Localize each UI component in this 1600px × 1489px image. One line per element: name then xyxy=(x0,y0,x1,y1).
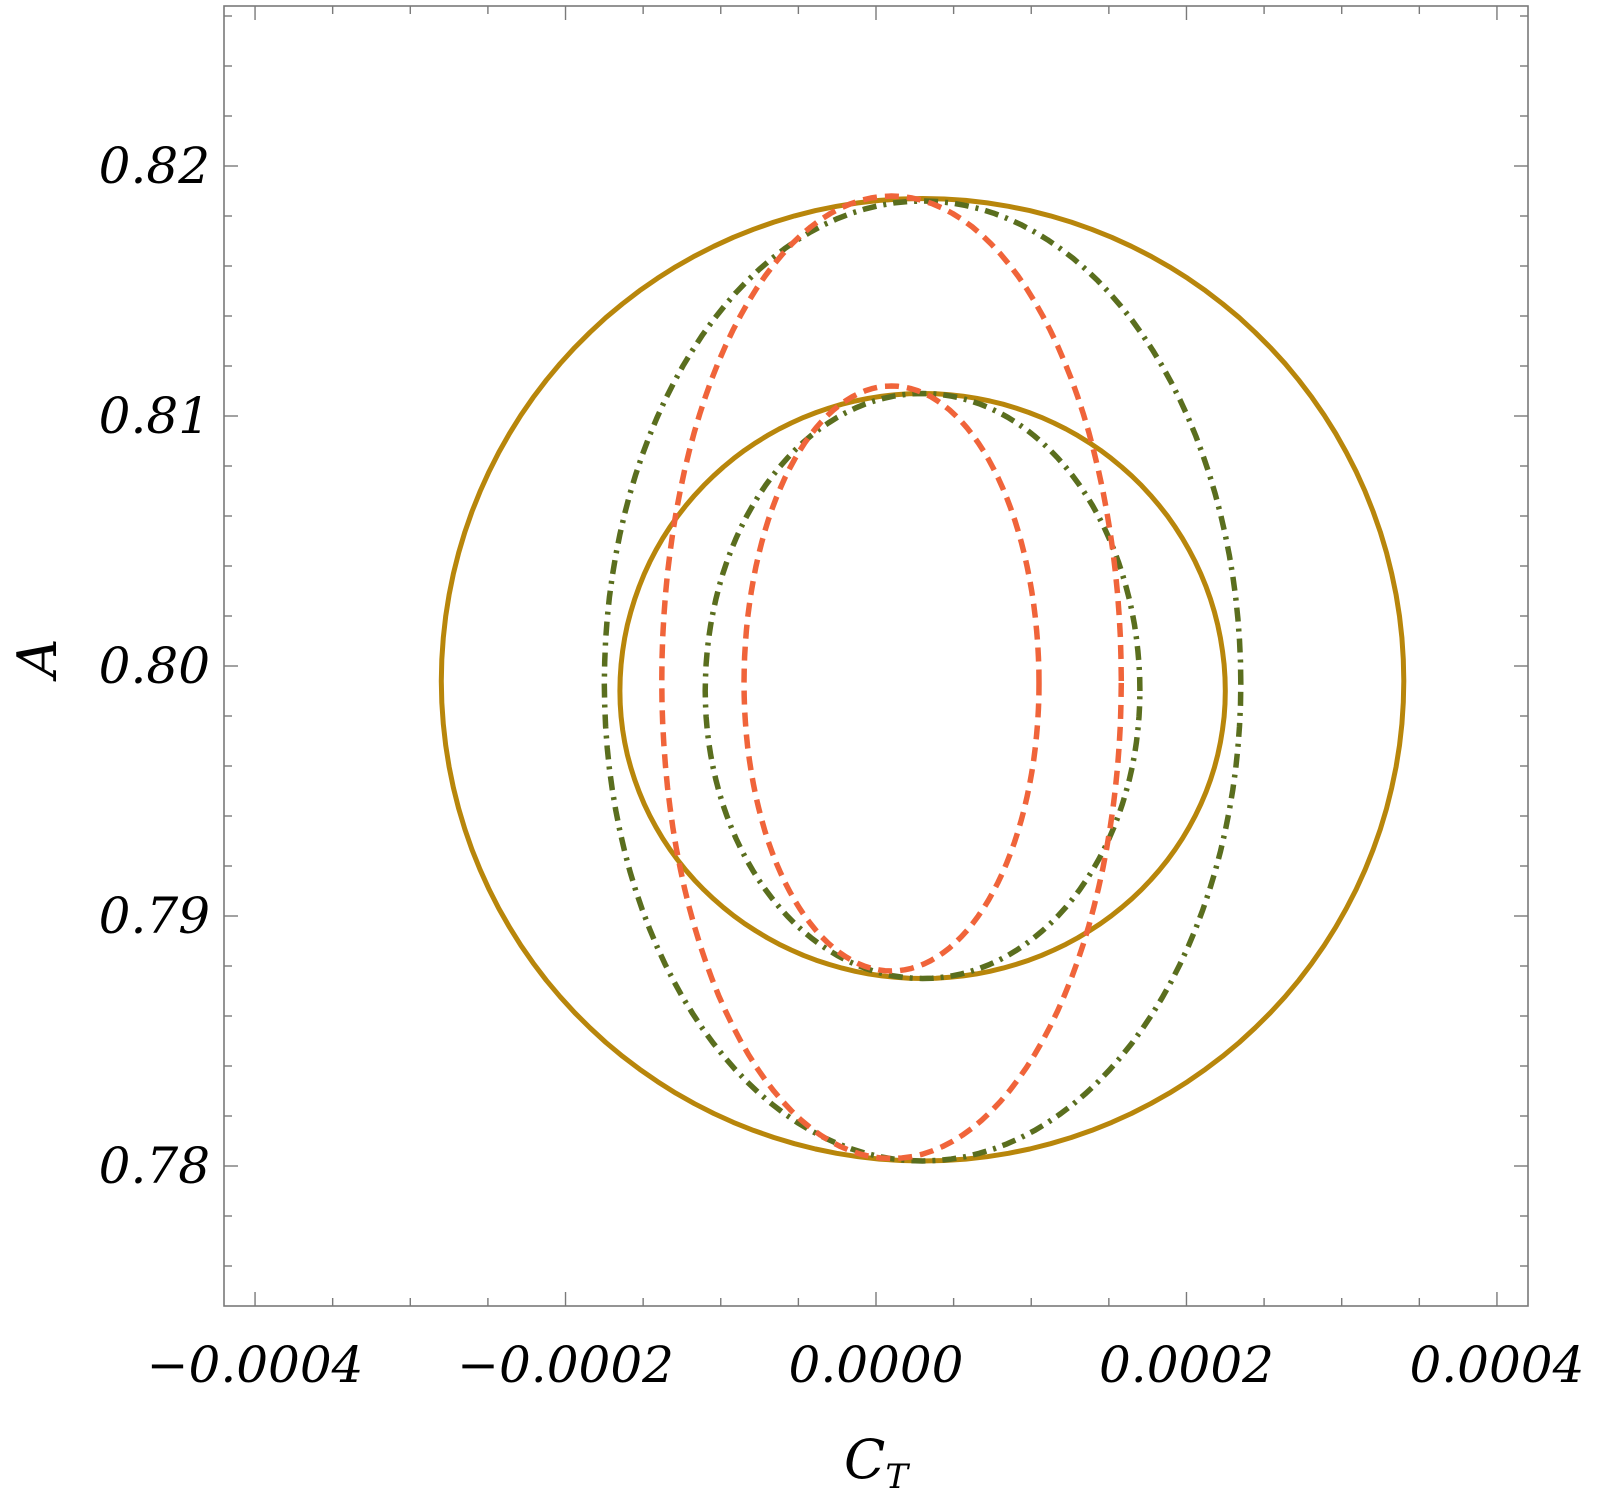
x-tick-label: 0.0004 xyxy=(1409,1336,1584,1394)
contour-dashed-inner xyxy=(741,383,1042,974)
y-tick-label: 0.81 xyxy=(99,387,210,445)
y-tick-label: 0.78 xyxy=(99,1137,210,1195)
x-axis-title-sub: T xyxy=(885,1457,910,1489)
axis-ticks xyxy=(224,6,1528,1306)
x-tick-label: 0.0002 xyxy=(1099,1336,1274,1394)
contour-dashdot-inner xyxy=(702,390,1143,982)
x-axis-title-main: C xyxy=(844,1428,885,1489)
contour-solid-outer xyxy=(438,196,1407,1164)
contour-dashed-outer xyxy=(659,193,1125,1162)
x-axis-title: CT xyxy=(844,1428,910,1489)
y-tick-label: 0.82 xyxy=(99,137,210,195)
x-tick-label: −0.0002 xyxy=(457,1336,674,1394)
x-tick-label: −0.0004 xyxy=(147,1336,364,1394)
contour-dashdot-outer xyxy=(601,198,1244,1164)
y-tick-label: 0.79 xyxy=(99,887,210,945)
y-axis-title: A xyxy=(6,639,69,683)
y-tick-label: 0.80 xyxy=(99,637,210,695)
contour-lines xyxy=(438,193,1407,1164)
x-tick-label: 0.0000 xyxy=(789,1336,964,1394)
tick-labels: −0.0004 −0.0002 0.0000 0.0002 0.0004 0.78 0.79… xyxy=(99,137,1585,1394)
contour-solid-inner xyxy=(617,391,1228,981)
